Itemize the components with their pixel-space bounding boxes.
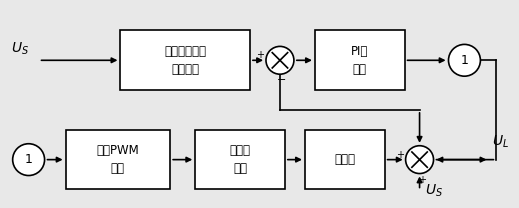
Text: +: + xyxy=(395,150,404,160)
Circle shape xyxy=(12,144,45,176)
Text: 1: 1 xyxy=(25,153,33,166)
Text: $U_S$: $U_S$ xyxy=(425,183,443,199)
Circle shape xyxy=(448,44,481,76)
Text: $U_L$: $U_L$ xyxy=(493,134,509,150)
FancyBboxPatch shape xyxy=(195,130,285,189)
FancyBboxPatch shape xyxy=(305,130,385,189)
Text: −: − xyxy=(277,75,286,85)
Text: +: + xyxy=(256,50,264,60)
Text: 产生PWM
信号: 产生PWM 信号 xyxy=(97,144,139,175)
FancyBboxPatch shape xyxy=(315,31,405,90)
Text: 电压检测补偿
计算环节: 电压检测补偿 计算环节 xyxy=(164,45,206,76)
Text: PI控
制器: PI控 制器 xyxy=(351,45,368,76)
Circle shape xyxy=(266,46,294,74)
Text: $U_S$: $U_S$ xyxy=(11,40,29,57)
Text: +: + xyxy=(418,175,426,184)
Text: 驱动逆
变桥: 驱动逆 变桥 xyxy=(229,144,251,175)
FancyBboxPatch shape xyxy=(65,130,170,189)
Circle shape xyxy=(406,146,433,173)
Text: 1: 1 xyxy=(460,54,468,67)
Text: 滤波器: 滤波器 xyxy=(334,153,356,166)
FancyBboxPatch shape xyxy=(120,31,250,90)
